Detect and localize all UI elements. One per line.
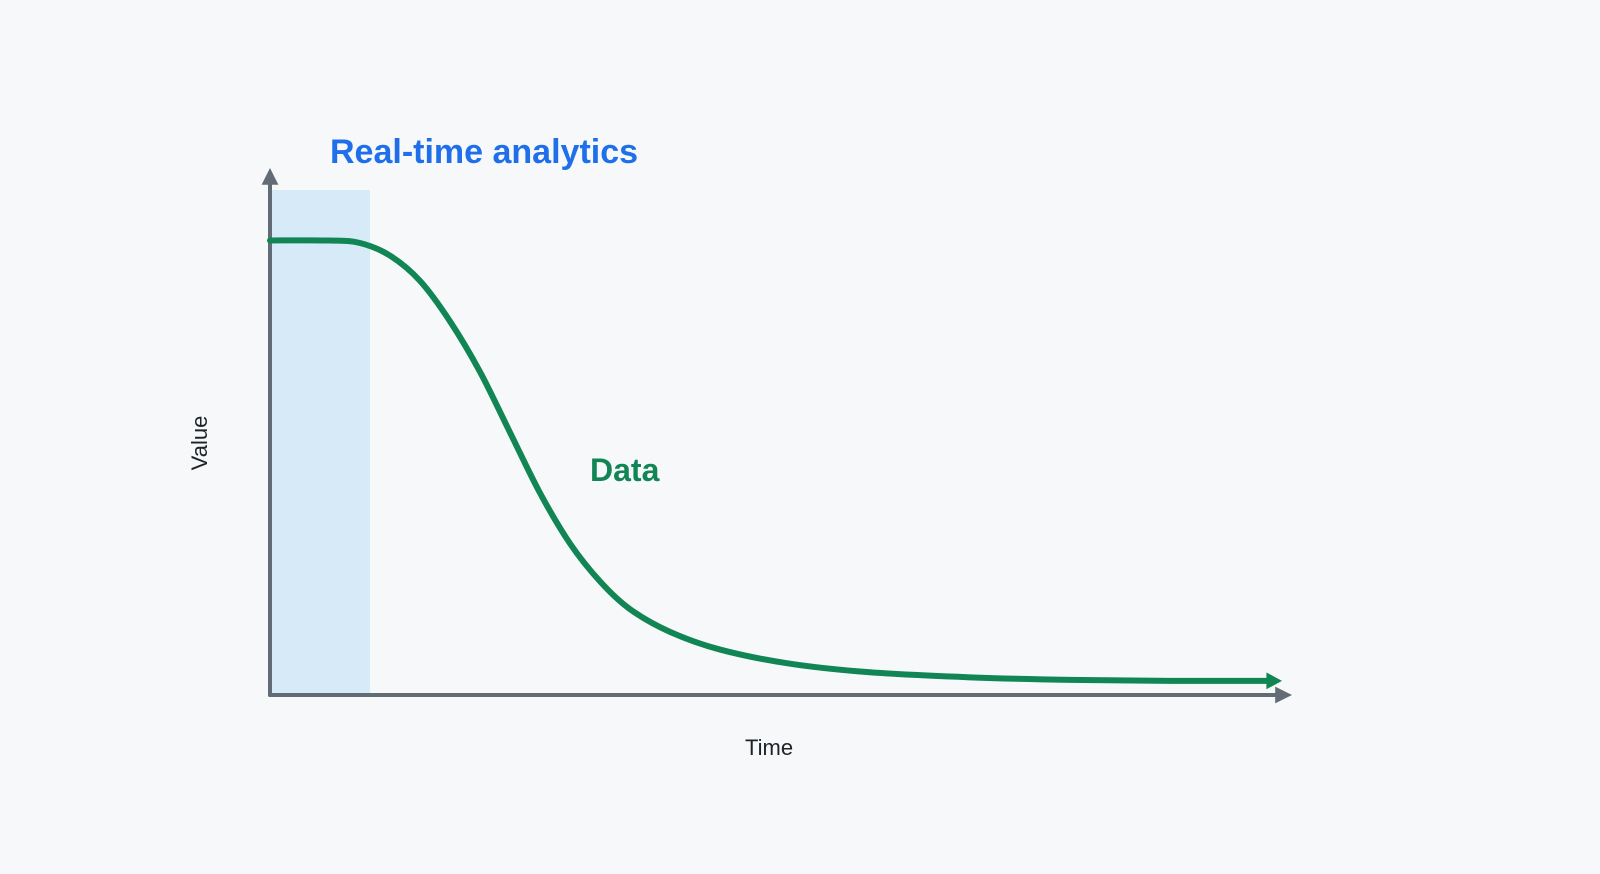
x-axis-label: Time bbox=[745, 735, 793, 761]
data-curve-arrowhead bbox=[1266, 672, 1282, 689]
value-over-time-chart: Real-time analytics Data Time Value bbox=[0, 0, 1600, 874]
chart-canvas bbox=[0, 0, 1600, 874]
realtime-highlight-band bbox=[270, 190, 370, 695]
data-curve-label: Data bbox=[590, 452, 659, 489]
x-axis-arrowhead bbox=[1275, 687, 1292, 704]
y-axis-arrowhead bbox=[262, 168, 279, 185]
y-axis-label: Value bbox=[187, 415, 213, 470]
data-value-curve bbox=[270, 240, 1270, 681]
realtime-analytics-label: Real-time analytics bbox=[330, 133, 638, 172]
